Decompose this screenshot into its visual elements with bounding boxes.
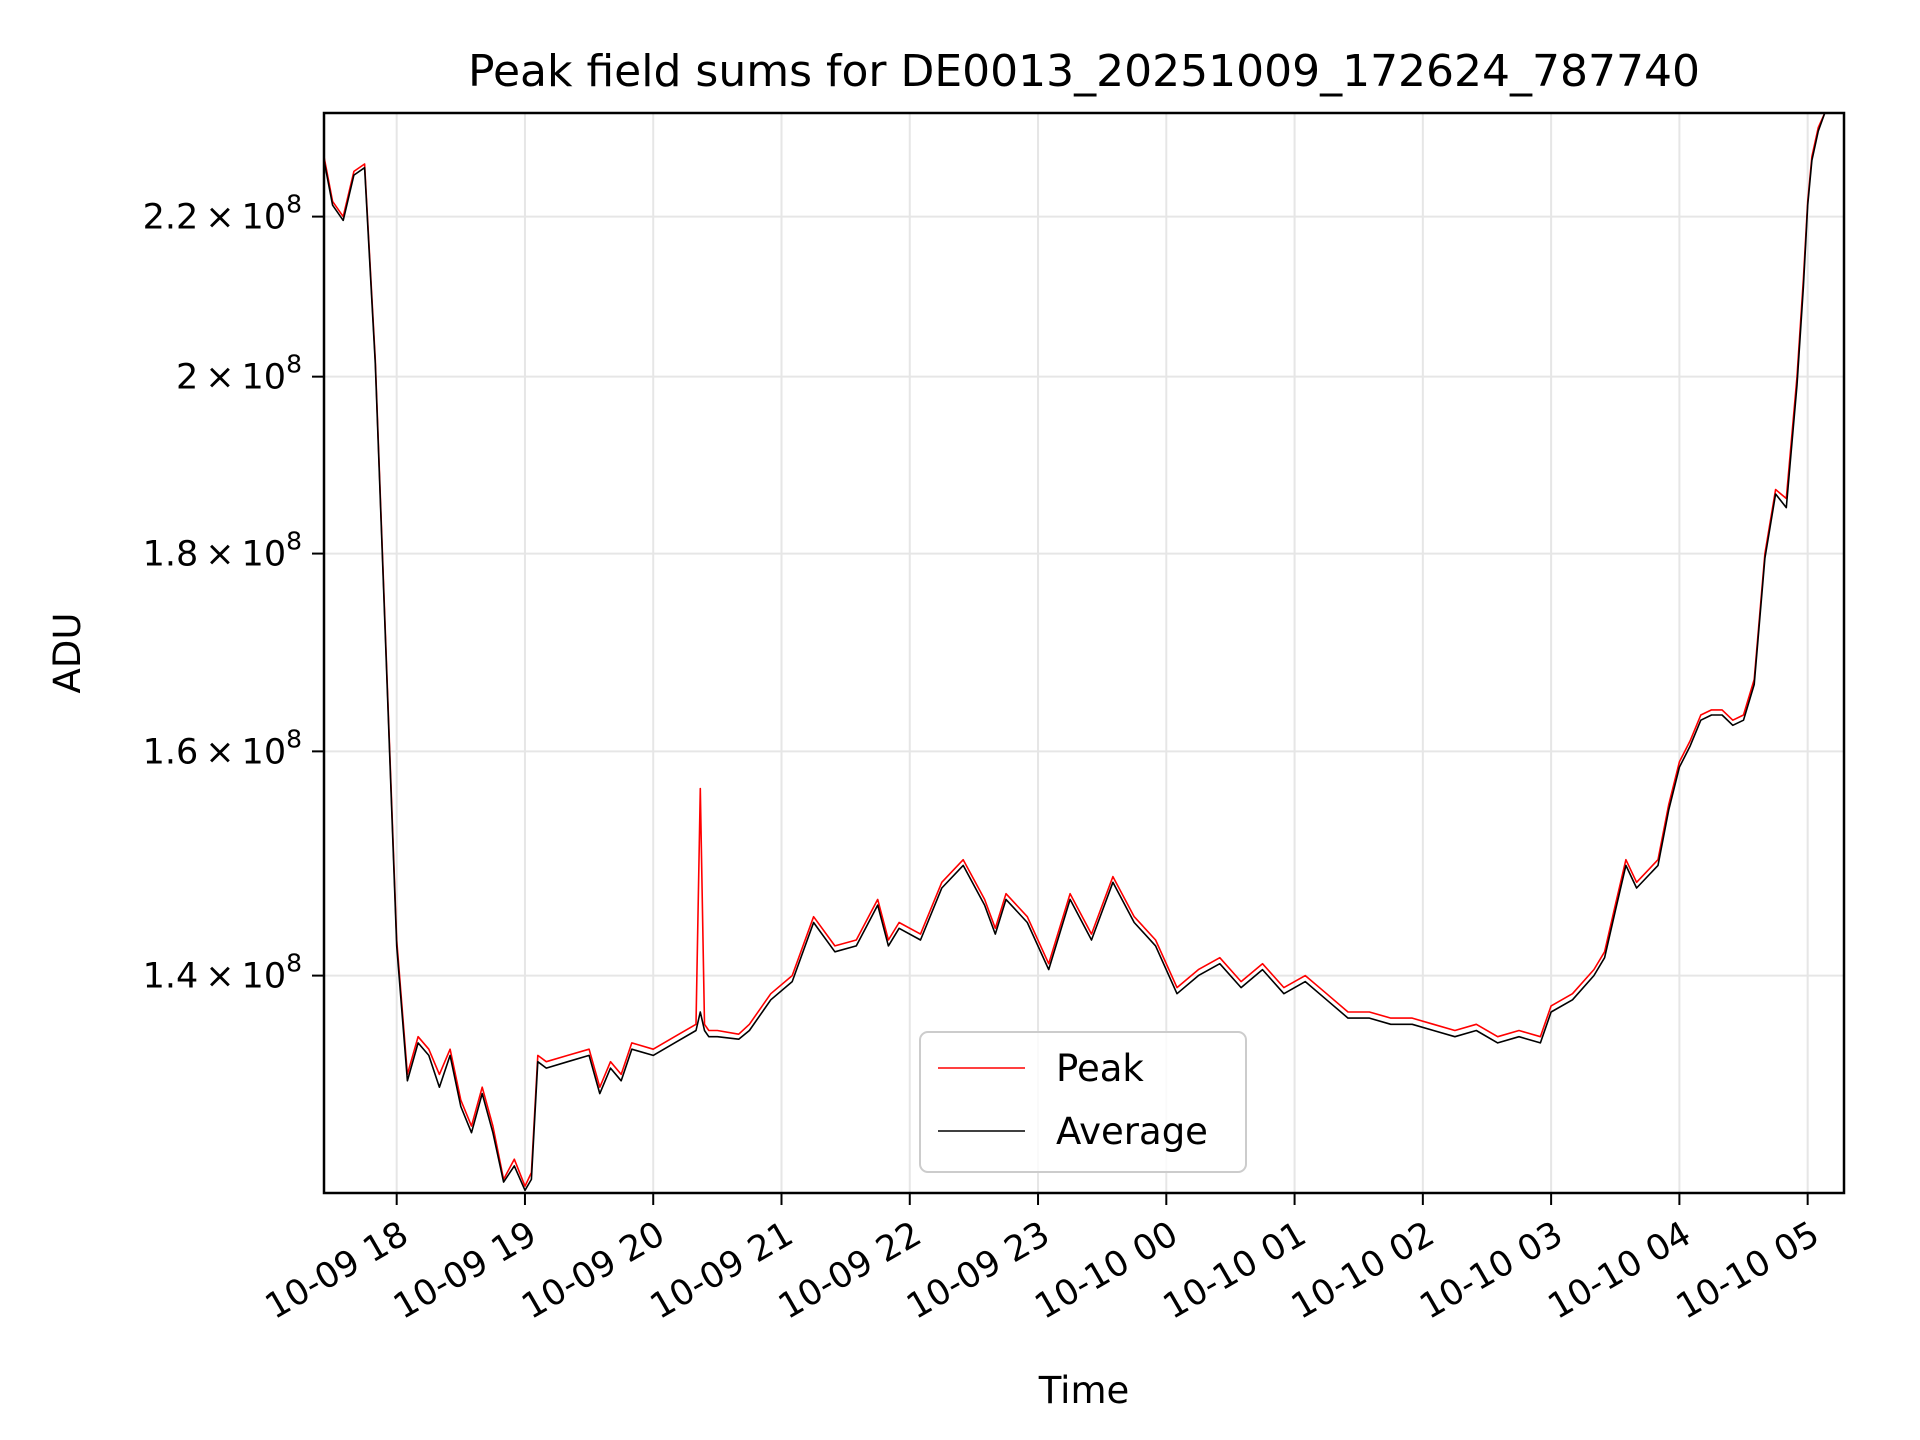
series-line-average <box>324 113 1844 1192</box>
y-axis-label: ADU <box>46 613 89 694</box>
x-axis-label: Time <box>1038 1369 1130 1412</box>
series-lines <box>324 113 1844 1192</box>
grid-lines <box>324 113 1844 1193</box>
y-tick-label: 1.8 × 108 <box>143 527 302 575</box>
legend-label-average: Average <box>1056 1110 1208 1153</box>
series-line-peak <box>324 113 1844 1187</box>
y-tick-label: 2 × 108 <box>176 350 302 398</box>
legend: Peak Average <box>919 1031 1247 1173</box>
chart-title: Peak field sums for DE0013_20251009_1726… <box>468 46 1700 97</box>
plot-area-frame <box>322 111 1846 1195</box>
y-axis-ticks: 1.4 × 108 1.6 × 108 1.8 × 108 2 × 108 2.2 × … <box>143 190 324 997</box>
y-tick-label: 1.6 × 108 <box>143 724 302 772</box>
legend-label-peak: Peak <box>1056 1047 1144 1090</box>
y-tick-label: 1.4 × 108 <box>143 949 302 997</box>
y-tick-label: 2.2 × 108 <box>143 190 302 238</box>
legend-box <box>919 1031 1247 1173</box>
